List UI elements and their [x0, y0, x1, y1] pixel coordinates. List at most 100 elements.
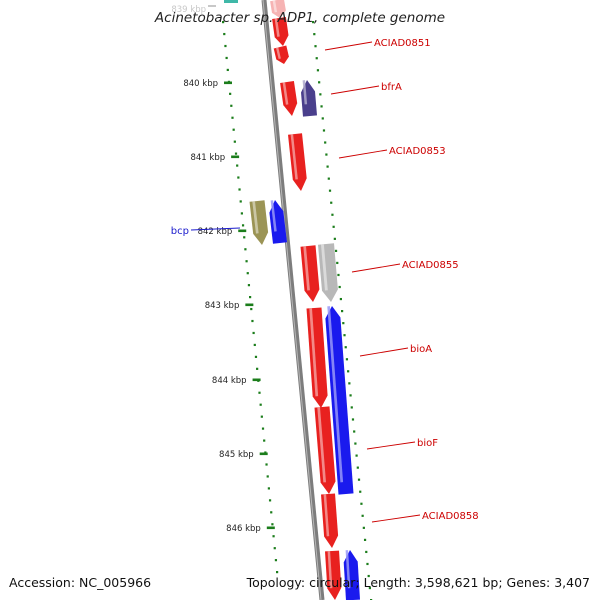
gene-arrow-ACIAD0858 [321, 493, 339, 548]
gene-label-ACIAD0853: ACIAD0853 [389, 146, 446, 157]
ruler-label: 846 kbp [226, 524, 261, 534]
gene-arrow-shine [270, 200, 277, 232]
skew-dot [266, 475, 269, 478]
gene-arrow-shine [320, 244, 328, 291]
skew-dot [360, 502, 363, 505]
ruler-tick [245, 303, 254, 307]
gene-arrow-ACIAD0853 [288, 133, 307, 191]
gc-skew-dots [222, 21, 373, 600]
gene-arrow-shine [345, 550, 351, 589]
skew-dot [224, 44, 227, 48]
skew-dot [345, 358, 349, 361]
skew-dot [250, 307, 253, 311]
skew-dot [245, 260, 248, 263]
skew-dot [356, 466, 359, 469]
ruler-label: 844 kbp [212, 376, 247, 386]
skew-dot [342, 322, 345, 325]
skew-dot [229, 92, 232, 95]
label-leader-line [338, 149, 388, 159]
skew-dot [270, 511, 273, 514]
skew-dot [361, 514, 364, 517]
ruler-tick-top [208, 5, 216, 7]
skew-dot [336, 261, 339, 265]
skew-dot [338, 285, 341, 289]
skew-dot [244, 248, 247, 251]
skew-dot [237, 176, 240, 179]
label-leader-line [359, 347, 409, 357]
skew-dot [354, 442, 357, 445]
skew-dot [251, 319, 254, 323]
skew-dot [234, 152, 238, 155]
skew-dot [351, 418, 355, 421]
skew-dot [259, 403, 262, 406]
skew-dot [261, 427, 265, 430]
accession-text: Accession: NC_005966 [9, 575, 152, 590]
gene-arrow-shine [317, 407, 327, 483]
gene-label-ACIAD0855: ACIAD0855 [402, 260, 459, 271]
skew-dot [328, 189, 332, 192]
skew-dot [333, 237, 336, 240]
skew-dot [276, 571, 279, 574]
skew-dot [238, 188, 241, 191]
ruler-tick [224, 81, 232, 85]
gene-arrow-shine [309, 308, 319, 397]
skew-dot [232, 128, 235, 131]
skew-dot [367, 574, 370, 578]
skew-dot [239, 200, 242, 203]
ruler-tick [238, 229, 247, 233]
gene-label-bioF: bioF [417, 438, 438, 449]
skew-dot [366, 562, 369, 566]
backbone-highlight [262, 0, 322, 600]
skew-dot [222, 21, 225, 24]
skew-dot [260, 415, 263, 418]
gene-label-bfrA: bfrA [381, 82, 402, 93]
skew-dot [320, 105, 323, 108]
skew-dot [273, 547, 276, 550]
skew-dot [254, 355, 258, 358]
gene-arrow-ACIAD0851-b [273, 45, 289, 64]
skew-dot [272, 535, 275, 538]
skew-dot [368, 586, 371, 590]
map-title: Acinetobacter sp. ADP1, complete genome [154, 10, 446, 26]
gene-label-bcp: bcp [171, 226, 189, 237]
ruler-label: 842 kbp [198, 227, 233, 237]
skew-dot [350, 406, 353, 409]
skew-dot [355, 454, 358, 457]
skew-dot [241, 224, 245, 227]
skew-dot [253, 343, 256, 347]
skew-dot [359, 490, 362, 493]
skew-dot [365, 550, 368, 554]
skew-dot [267, 487, 270, 490]
ruler-label: 843 kbp [205, 301, 240, 311]
skew-dot [332, 225, 335, 228]
skew-dot [231, 116, 234, 119]
skew-dot [240, 212, 243, 215]
gene-arrow-ACIAD0855-grey [318, 243, 338, 302]
gene-arrow-shine [302, 80, 308, 105]
gene-arrow-shine [282, 82, 289, 105]
feature-stub-top [224, 0, 238, 3]
skew-dot [363, 538, 367, 541]
skew-dot [314, 45, 317, 48]
skew-dot [316, 69, 320, 72]
skew-dot [324, 141, 327, 144]
gene-arrow-shine [290, 134, 298, 180]
skew-dot [348, 382, 351, 385]
skew-dot [334, 249, 338, 252]
ruler-tick [231, 155, 240, 159]
skew-dot [268, 499, 272, 502]
skew-dot [331, 213, 334, 216]
gene-label-bioA: bioA [410, 344, 432, 355]
skew-dot [312, 21, 315, 24]
skew-dot [339, 297, 342, 301]
gene-arrow-shine [276, 47, 281, 59]
skew-dot [326, 165, 329, 168]
skew-dot [337, 273, 340, 277]
skew-dot [247, 284, 251, 287]
skew-dot [349, 394, 352, 397]
skew-dot [226, 68, 229, 72]
skew-dot [330, 201, 333, 204]
skew-dot [223, 32, 226, 36]
gene-arrow-shine [303, 246, 310, 291]
